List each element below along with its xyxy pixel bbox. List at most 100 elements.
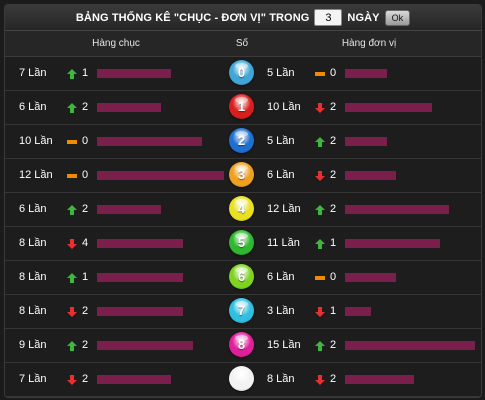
tens-frequency-bar [97,69,171,78]
tens-count: 7 Lần [19,373,47,385]
number-ball: 2 [229,128,254,153]
units-count: 12 Lần [267,203,301,215]
number-ball: 0 [229,60,254,85]
arrow-down-icon [315,103,325,113]
days-input[interactable] [314,9,343,26]
table-row: 8 Lần 1 6 Lần 0 6 [5,261,481,295]
units-change-value: 1 [330,237,337,249]
arrow-down-icon [315,171,325,181]
tens-count: 6 Lần [19,101,47,113]
ok-button[interactable]: Ok [384,9,411,26]
units-change-value: 2 [330,169,337,181]
tens-frequency-bar [97,375,171,384]
tens-frequency-bar [97,205,161,214]
arrow-up-icon [67,205,77,215]
days-label: NGÀY [347,11,380,24]
table-header: Hàng chục Số Hàng đơn vị [5,31,481,57]
units-count: 5 Lần [267,135,295,147]
dash-icon [315,69,325,79]
tens-frequency-bar [97,137,202,146]
units-count: 10 Lần [267,101,301,113]
tens-change-value: 0 [82,135,89,147]
units-change-value: 2 [330,373,337,385]
number-ball: 8 [229,332,254,357]
number-ball: 4 [229,196,254,221]
arrow-up-icon [67,69,77,79]
units-change-value: 2 [330,101,337,113]
number-ball: 6 [229,264,254,289]
title-bar: BẢNG THỐNG KÊ "CHỤC - ĐƠN VỊ" TRONG NGÀY… [5,5,481,31]
units-count: 5 Lần [267,67,295,79]
arrow-down-icon [315,375,325,385]
tens-change-value: 2 [82,101,89,113]
dash-icon [67,171,77,181]
tens-count: 9 Lần [19,339,47,351]
table-row: 9 Lần 2 15 Lần 2 8 [5,329,481,363]
arrow-up-icon [67,103,77,113]
tens-count: 8 Lần [19,237,47,249]
arrow-down-icon [67,375,77,385]
tens-change-value: 4 [82,237,89,249]
tens-count: 10 Lần [19,135,53,147]
units-change-value: 2 [330,135,337,147]
page-title: BẢNG THỐNG KÊ "CHỤC - ĐƠN VỊ" TRONG [75,11,310,24]
units-change-value: 2 [330,203,337,215]
units-frequency-bar [345,171,396,180]
arrow-up-icon [315,341,325,351]
arrow-up-icon [315,239,325,249]
table-body: 7 Lần 1 5 Lần 0 0 6 Lần 2 10 Lần 2 1 10 Lần 0 5 Lần 2… [5,57,481,397]
arrow-up-icon [315,137,325,147]
tens-change-value: 2 [82,339,89,351]
table-row: 7 Lần 2 8 Lần 2 [5,363,481,397]
number-ball: 7 [229,298,254,323]
arrow-up-icon [315,205,325,215]
units-frequency-bar [345,307,371,316]
units-count: 11 Lần [267,237,300,249]
units-change-value: 2 [330,339,337,351]
tens-frequency-bar [97,103,161,112]
units-change-value: 1 [330,305,337,317]
stats-panel: BẢNG THỐNG KÊ "CHỤC - ĐƠN VỊ" TRONG NGÀY… [4,4,482,398]
units-count: 8 Lần [267,373,295,385]
tens-frequency-bar [97,273,183,282]
table-row: 8 Lần 4 11 Lần 1 5 [5,227,481,261]
units-frequency-bar [345,239,440,248]
arrow-down-icon [67,307,77,317]
units-count: 6 Lần [267,271,295,283]
tens-count: 6 Lần [19,203,47,215]
units-count: 15 Lần [267,339,301,351]
tens-count: 8 Lần [19,305,47,317]
tens-count: 8 Lần [19,271,47,283]
units-frequency-bar [345,341,475,350]
tens-change-value: 2 [82,305,89,317]
dash-icon [315,273,325,283]
tens-change-value: 1 [82,271,89,283]
tens-frequency-bar [97,171,224,180]
units-frequency-bar [345,205,449,214]
units-count: 3 Lần [267,305,295,317]
tens-count: 7 Lần [19,67,47,79]
table-row: 7 Lần 1 5 Lần 0 0 [5,57,481,91]
number-ball: 3 [229,162,254,187]
table-row: 6 Lần 2 10 Lần 2 1 [5,91,481,125]
table-row: 12 Lần 0 6 Lần 2 3 [5,159,481,193]
table-row: 8 Lần 2 3 Lần 1 7 [5,295,481,329]
units-count: 6 Lần [267,169,295,181]
units-frequency-bar [345,273,396,282]
units-frequency-bar [345,375,414,384]
tens-frequency-bar [97,239,183,248]
header-units: Hàng đơn vị [341,38,397,49]
units-change-value: 0 [330,271,337,283]
units-frequency-bar [345,69,387,78]
number-ball: 1 [229,94,254,119]
tens-count: 12 Lần [19,169,53,181]
units-change-value: 0 [330,67,337,79]
number-ball: 5 [229,230,254,255]
tens-frequency-bar [97,341,193,350]
arrow-up-icon [67,341,77,351]
dash-icon [67,137,77,147]
table-row: 6 Lần 2 12 Lần 2 4 [5,193,481,227]
table-row: 10 Lần 0 5 Lần 2 2 [5,125,481,159]
tens-change-value: 0 [82,169,89,181]
arrow-up-icon [67,273,77,283]
